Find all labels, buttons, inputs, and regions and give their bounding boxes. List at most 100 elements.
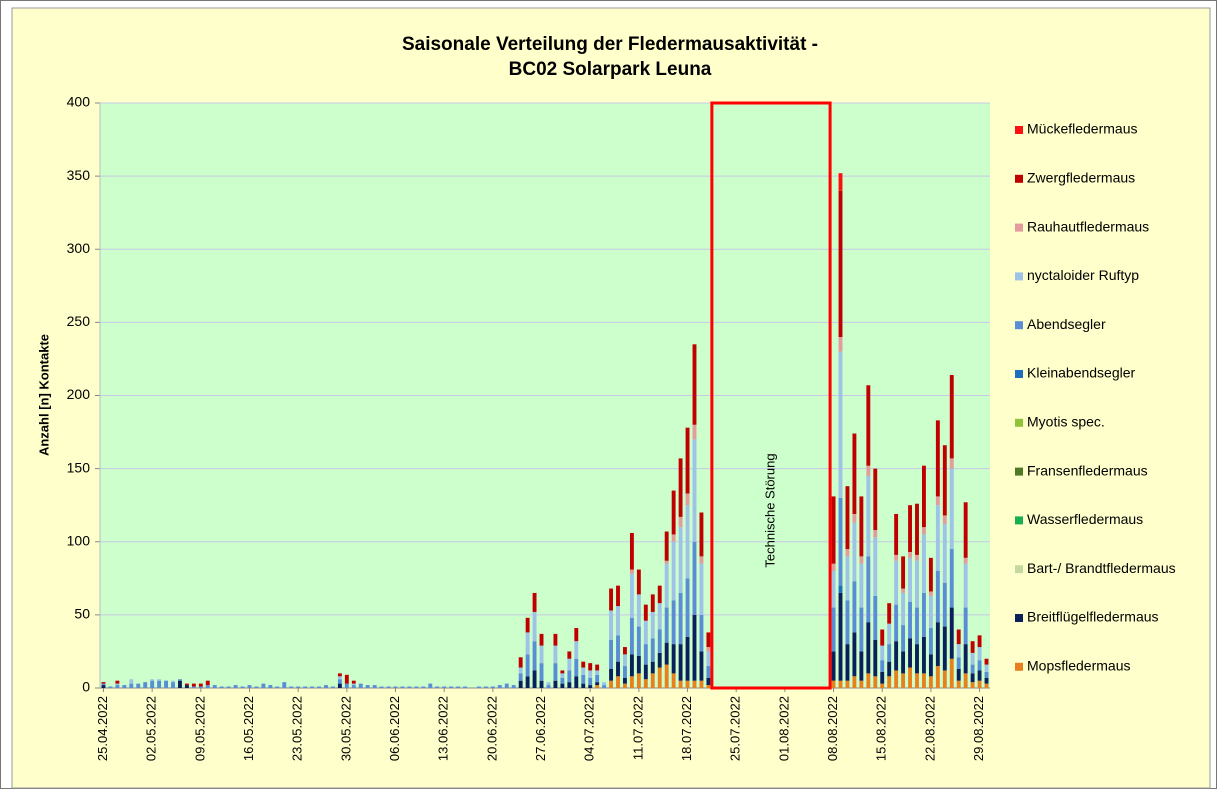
x-tick-label: 25.04.2022 xyxy=(95,696,110,761)
bar-segment xyxy=(692,439,697,542)
bar-segment xyxy=(880,671,885,684)
bar-segment xyxy=(859,651,864,681)
bar-segment xyxy=(268,685,273,688)
bar-segment xyxy=(838,173,843,191)
bar-segment xyxy=(324,685,328,688)
bar-segment xyxy=(636,594,641,627)
bar-segment xyxy=(984,658,989,665)
legend-swatch xyxy=(1015,418,1023,427)
bar-segment xyxy=(317,686,321,688)
bar-segment xyxy=(915,607,919,645)
bar-segment xyxy=(205,685,210,688)
bar-segment xyxy=(935,571,940,623)
bar-segment xyxy=(873,639,878,677)
bar-segment xyxy=(685,636,690,681)
bar-segment xyxy=(657,667,662,688)
bar-segment xyxy=(956,629,961,645)
bar-segment xyxy=(963,644,968,674)
bar-segment xyxy=(685,493,690,506)
bar-segment xyxy=(650,611,655,639)
x-tick-label: 23.05.2022 xyxy=(290,696,305,761)
bar-segment xyxy=(414,686,419,688)
bar-segment xyxy=(845,556,850,601)
bar-segment xyxy=(254,686,259,688)
x-tick-label: 06.06.2022 xyxy=(387,696,402,761)
bar-segment xyxy=(845,549,850,557)
bar-segment xyxy=(838,337,843,352)
bar-segment xyxy=(657,629,662,653)
bar-segment xyxy=(581,661,586,668)
x-tick-label: 25.07.2022 xyxy=(728,696,743,761)
bar-segment xyxy=(296,686,301,688)
bar-segment xyxy=(921,465,926,528)
legend-swatch xyxy=(1015,662,1023,671)
bar-segment xyxy=(908,557,912,602)
bar-segment xyxy=(629,573,634,618)
bar-segment xyxy=(949,458,954,469)
bar-segment xyxy=(671,490,676,535)
bar-segment xyxy=(706,685,711,688)
bar-segment xyxy=(831,563,836,571)
bar-segment xyxy=(595,685,600,688)
bar-segment xyxy=(915,673,919,688)
bar-segment xyxy=(657,585,662,604)
bar-segment xyxy=(894,513,899,555)
x-tick-label: 09.05.2022 xyxy=(192,696,207,761)
annotation: Technische Störung xyxy=(762,453,777,567)
bar-segment xyxy=(101,682,106,684)
x-tick-label: 18.07.2022 xyxy=(679,696,694,761)
bar-segment xyxy=(525,632,530,655)
bar-segment xyxy=(574,628,579,642)
bar-segment xyxy=(546,685,551,688)
bar-segment xyxy=(476,686,481,688)
bar-segment xyxy=(685,578,690,637)
bar-segment xyxy=(921,592,926,637)
bar-segment xyxy=(490,686,495,688)
bar-segment xyxy=(928,676,933,688)
bar-segment xyxy=(567,651,572,659)
bar-segment xyxy=(407,686,412,688)
bar-segment xyxy=(184,683,189,686)
bar-segment xyxy=(866,385,871,466)
bar-segment xyxy=(136,683,141,688)
y-tick-label: 50 xyxy=(74,606,90,622)
bar-segment xyxy=(629,532,634,570)
bar-segment xyxy=(928,591,933,596)
bar-segment xyxy=(616,606,620,636)
bar-segment xyxy=(191,686,196,688)
bar-segment xyxy=(560,677,565,684)
bar-segment xyxy=(226,686,231,688)
bar-segment xyxy=(894,554,899,561)
bar-segment xyxy=(115,685,120,688)
bar-segment xyxy=(365,685,370,688)
bar-segment xyxy=(539,663,544,681)
bar-segment xyxy=(553,645,558,664)
bar-segment xyxy=(664,560,669,564)
bar-segment xyxy=(643,620,648,645)
bar-segment xyxy=(915,503,919,555)
bar-segment xyxy=(616,676,620,688)
bar-segment xyxy=(609,668,614,681)
bar-segment xyxy=(595,682,600,686)
bar-segment xyxy=(908,667,912,688)
bar-segment xyxy=(567,670,572,683)
bar-segment xyxy=(949,607,954,659)
y-tick-label: 250 xyxy=(67,313,91,329)
bar-segment xyxy=(435,686,440,688)
bar-segment xyxy=(337,683,342,688)
bar-segment xyxy=(942,445,947,516)
bar-segment xyxy=(581,683,586,688)
bar-segment xyxy=(678,527,683,593)
bar-segment xyxy=(678,592,683,645)
bar-segment xyxy=(664,642,669,665)
bar-segment xyxy=(678,458,683,517)
bar-segment xyxy=(198,683,203,687)
bar-segment xyxy=(671,541,676,601)
bar-segment xyxy=(880,629,885,646)
legend-label: Mopsfledermaus xyxy=(1027,658,1131,674)
bar-segment xyxy=(970,682,975,688)
bar-segment xyxy=(602,682,607,686)
bar-segment xyxy=(518,667,523,674)
bar-segment xyxy=(553,680,558,688)
bar-segment xyxy=(949,375,954,459)
